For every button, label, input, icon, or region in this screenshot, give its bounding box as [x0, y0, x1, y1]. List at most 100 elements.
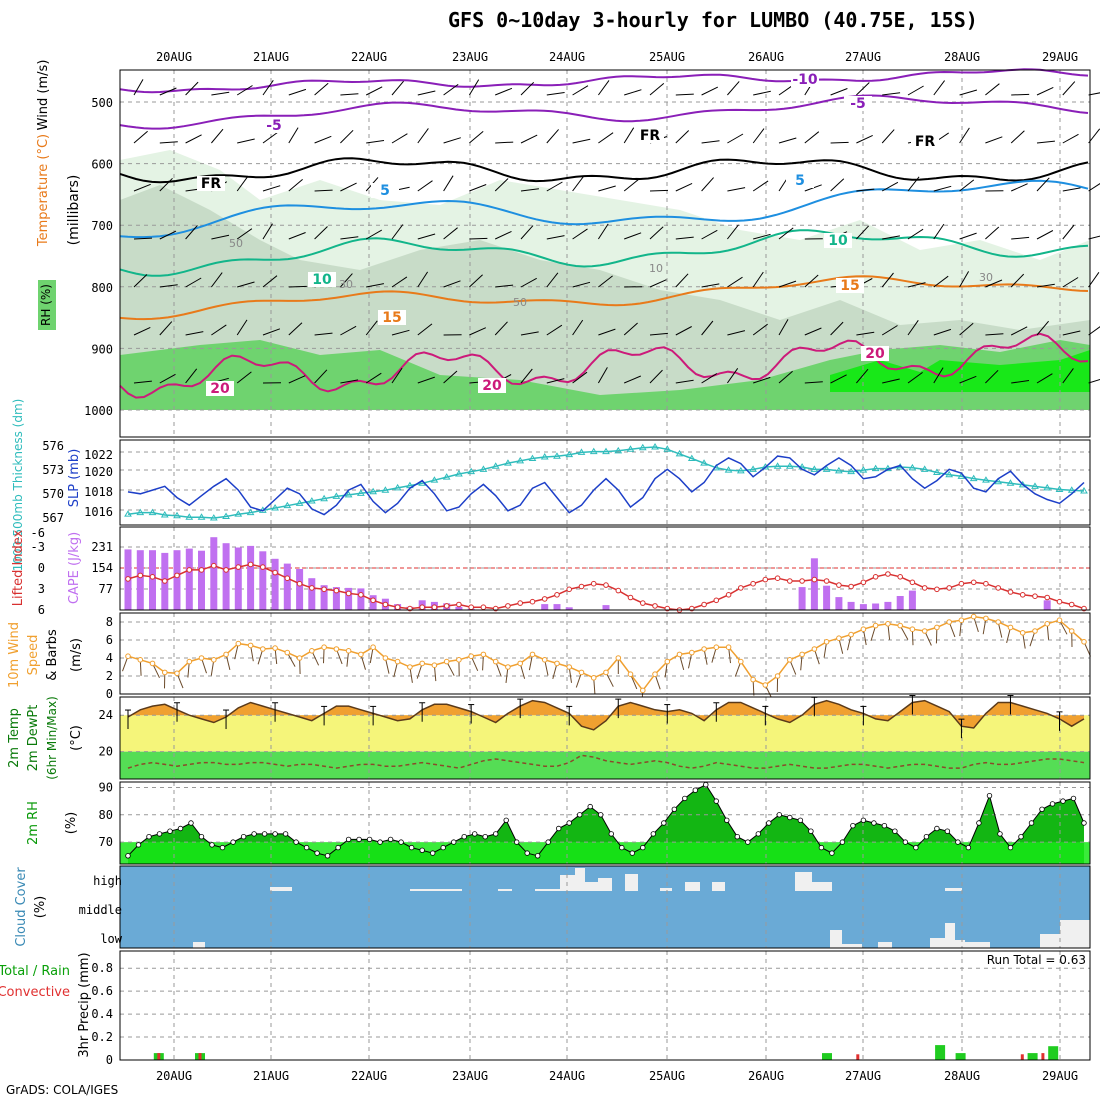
date-label-top: 29AUG [1042, 50, 1078, 64]
rh-marker [566, 820, 572, 826]
rh-marker [892, 828, 898, 834]
contour-label-bg [308, 272, 336, 287]
date-label-bottom: 26AUG [748, 1069, 784, 1083]
cloud-level-label: middle [79, 903, 122, 917]
wind-barb [830, 178, 845, 192]
temp-above-band [128, 700, 1084, 730]
cape-bar [259, 551, 267, 610]
wind-barb [468, 79, 480, 96]
rh-marker [1060, 798, 1066, 804]
wind-speed-line-marker [885, 621, 891, 627]
lifted-index-line-marker [774, 575, 781, 582]
wind-barb [288, 179, 303, 192]
wind-speed-line-marker [701, 646, 707, 652]
wind-speed-line-marker [505, 664, 511, 670]
cloud-low-block [1060, 920, 1090, 948]
rh-legend-label: RH (%) [39, 284, 53, 326]
wind-speed-line-marker [615, 655, 622, 661]
rh-marker [1049, 801, 1056, 807]
thickness-line-marker [785, 462, 794, 469]
contour-label: 5 [380, 183, 390, 199]
wind-speed-line-marker [1019, 630, 1026, 636]
precip-conv-bar [856, 1054, 860, 1060]
credit-text: GrADS: COLA/IGES [6, 1083, 119, 1097]
rh-marker [703, 782, 709, 788]
thickness-line-marker [1031, 482, 1039, 489]
lifted-index-line-marker [554, 592, 560, 598]
wind-speed-line-marker [848, 631, 854, 638]
wind-barb [1088, 92, 1100, 96]
wind-speed-line-marker [958, 617, 965, 624]
cloud-low-block [965, 942, 990, 948]
wind-barb [520, 368, 533, 384]
lifted-index-line-marker [762, 576, 769, 583]
thickness-line-marker [969, 474, 978, 482]
wind-barb [262, 275, 278, 288]
rh-marker [976, 820, 982, 826]
rh-marker [272, 831, 278, 837]
date-label-bottom: 24AUG [549, 1069, 585, 1083]
wind-barb [675, 182, 693, 192]
wind-speed-line-marker [750, 676, 756, 683]
upper-ylabel: (millibars) [66, 175, 82, 246]
wind-barb [391, 276, 408, 288]
wind-barb [494, 321, 508, 336]
wind-barb [1062, 133, 1079, 144]
wind-speed-line-marker [872, 622, 879, 629]
rh-marker [430, 850, 436, 856]
contour-label: 10 [312, 272, 332, 288]
wind-speed-line-marker [725, 644, 732, 651]
lifted-index-line-marker [321, 586, 327, 593]
cape-bar [541, 604, 549, 610]
lifted-index-line-marker [590, 580, 597, 587]
thickness-line-marker [209, 514, 218, 521]
rh-contour-label: 30 [979, 271, 993, 284]
wind-speed-line-marker [480, 651, 487, 658]
wind-barb [314, 135, 332, 144]
wind-barb [907, 282, 926, 288]
rh-marker [377, 839, 383, 845]
rh-marker [503, 817, 509, 823]
wind-barb [185, 81, 199, 96]
rh-marker [608, 831, 614, 837]
wind-barb [443, 227, 458, 240]
wind-speed-line-marker [394, 658, 401, 665]
contour-label: 15 [840, 278, 859, 294]
wind-speed-line-marker [443, 658, 450, 665]
contour-label-bg [844, 96, 872, 111]
wind-speed-line-marker [541, 657, 548, 663]
rh-marker [514, 839, 520, 845]
wind-barb [933, 328, 952, 336]
wind-barb [752, 128, 765, 144]
precip-label-conv: Convective [0, 985, 70, 1000]
wind-barb [159, 284, 178, 288]
wind-barb [469, 327, 487, 336]
wind-speed-line-marker [358, 651, 364, 658]
wind-barb [262, 185, 281, 192]
thickness-line-marker [945, 470, 954, 478]
wind-barb [856, 82, 870, 96]
wind-barb [365, 229, 383, 240]
rh-marker [535, 853, 541, 859]
thickness-line [127, 446, 1085, 519]
thickness-line-marker [332, 492, 341, 499]
lifted-index-line-marker [198, 567, 205, 573]
wind-barb [1036, 283, 1055, 288]
contour-label: 20 [482, 378, 502, 394]
wind-speed-line-marker [823, 639, 830, 645]
wind-barb [649, 279, 667, 288]
rh-marker [366, 836, 373, 843]
cape-bar [357, 588, 365, 610]
wind-barb [211, 234, 230, 240]
lifted-index-line-marker [836, 582, 842, 588]
wind-barb [881, 129, 895, 144]
slp-line [127, 455, 1085, 516]
contour-label: 20 [210, 381, 230, 397]
wind-speed-line-marker [125, 653, 131, 660]
precip-tick: 0.4 [91, 1007, 113, 1021]
wind-barb [314, 82, 329, 96]
wind-speed-line-marker [419, 660, 426, 667]
wind-barb [1088, 183, 1100, 192]
rh-marker [230, 839, 236, 845]
lifted-index-line-marker [186, 567, 193, 573]
